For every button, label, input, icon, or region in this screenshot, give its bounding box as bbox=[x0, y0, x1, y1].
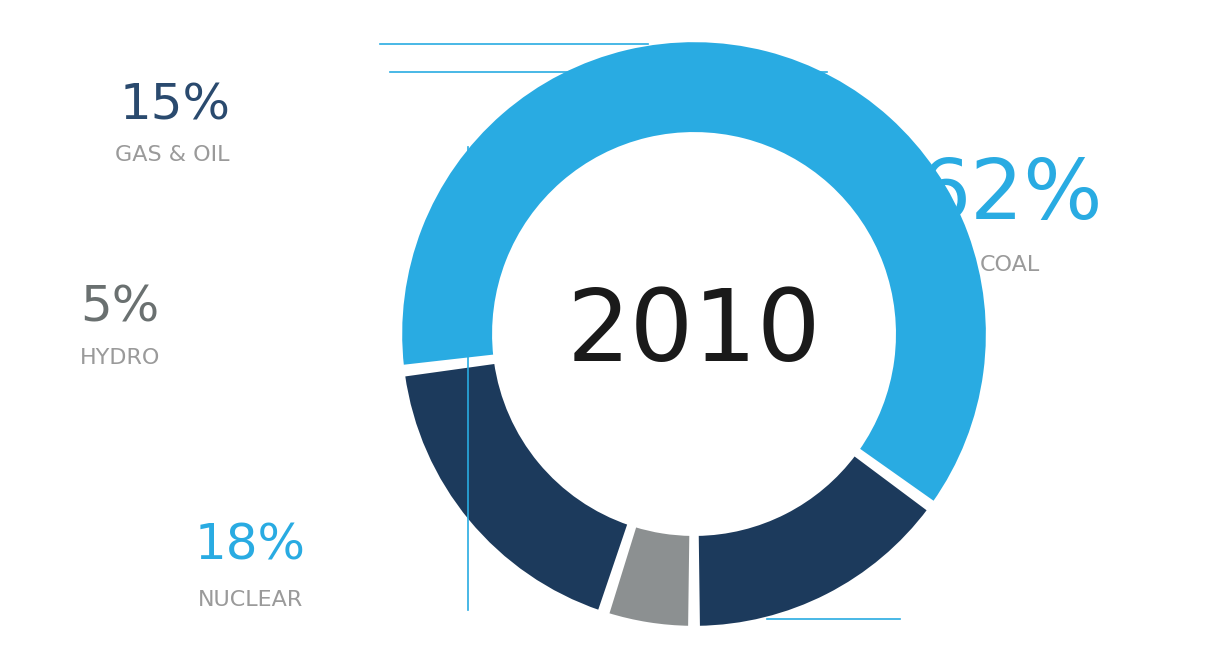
Text: 2010: 2010 bbox=[567, 285, 821, 383]
Text: 15%: 15% bbox=[119, 81, 231, 129]
Text: NUCLEAR: NUCLEAR bbox=[198, 590, 303, 610]
Text: 18%: 18% bbox=[194, 521, 305, 569]
Wedge shape bbox=[403, 361, 630, 613]
Wedge shape bbox=[607, 525, 692, 628]
Text: HYDRO: HYDRO bbox=[80, 348, 161, 368]
Text: COAL: COAL bbox=[980, 255, 1040, 275]
Wedge shape bbox=[696, 454, 929, 628]
Text: GAS & OIL: GAS & OIL bbox=[115, 145, 229, 165]
Text: 62%: 62% bbox=[917, 154, 1103, 236]
Text: 5%: 5% bbox=[81, 284, 159, 332]
Wedge shape bbox=[400, 40, 989, 504]
